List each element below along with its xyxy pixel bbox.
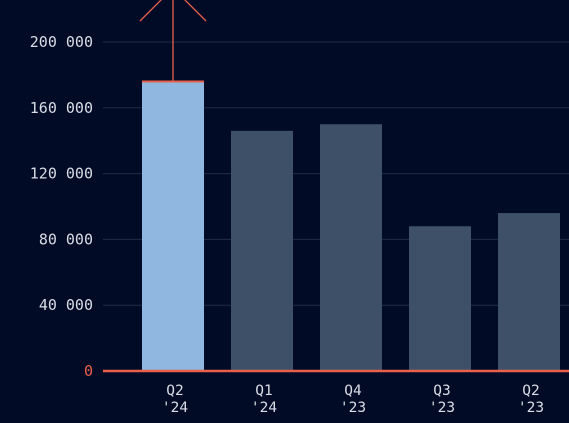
bars [142,81,560,371]
y-axis-tick-labels: 0 40 000 80 000 120 000 160 000 200 000 [30,33,93,380]
bar [142,81,204,371]
bar [320,124,382,371]
y-tick-label: 200 000 [30,33,93,51]
bar [498,213,560,371]
bar [409,226,471,371]
x-tick-label: Q3'23 [429,383,455,416]
y-tick-label: 40 000 [39,296,93,314]
annotation-arrow-head [139,0,207,22]
annotation-arrow [139,0,207,83]
x-tick-label: Q4'23 [340,383,366,416]
y-tick-label: 0 [84,362,93,380]
y-tick-label: 160 000 [30,99,93,117]
x-tick-label: Q2'24 [162,383,188,416]
y-tick-label: 120 000 [30,165,93,183]
x-axis-tick-labels: Q2'24 Q1'24 Q4'23 Q3'23 Q2'23 [162,383,544,416]
x-tick-label: Q2'23 [518,383,544,416]
y-tick-label: 80 000 [39,230,93,248]
bar [231,130,293,371]
x-tick-label: Q1'24 [251,383,277,416]
